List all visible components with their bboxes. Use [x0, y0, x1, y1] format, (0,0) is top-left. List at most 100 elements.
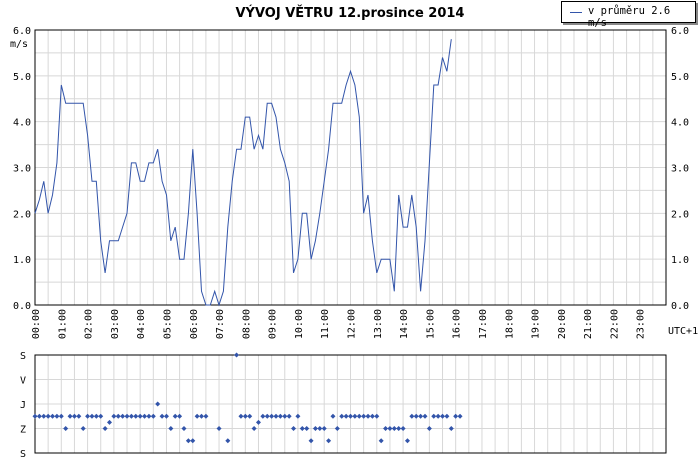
direction-y-labels: S V J Z S: [20, 351, 26, 460]
direction-point: [299, 426, 305, 431]
direction-point: [238, 413, 244, 419]
direction-point: [150, 413, 156, 419]
direction-point: [71, 413, 77, 419]
direction-point: [374, 413, 380, 419]
direction-point: [352, 413, 358, 419]
x-tick-label: 03:00: [110, 309, 121, 339]
direction-point: [308, 438, 314, 444]
direction-point: [343, 413, 349, 419]
direction-point: [277, 413, 283, 419]
x-tick-label: 02:00: [84, 309, 95, 339]
y-tick-label-left: 6.0: [13, 26, 31, 37]
direction-category-label: S: [20, 449, 26, 460]
x-tick-label: 01:00: [57, 309, 68, 339]
direction-point: [453, 413, 459, 419]
y-tick-label-right: 5.0: [671, 72, 689, 83]
direction-point: [216, 426, 222, 431]
direction-point: [282, 413, 288, 419]
direction-point: [76, 413, 82, 419]
direction-point: [190, 438, 196, 444]
direction-point: [321, 426, 327, 431]
x-tick-label: 16:00: [452, 309, 463, 339]
direction-point: [159, 413, 165, 419]
timezone-label: UTC+1: [668, 326, 698, 337]
direction-point: [106, 419, 112, 425]
direction-point: [41, 413, 47, 419]
direction-point: [146, 413, 152, 419]
x-tick-label: 19:00: [531, 309, 542, 339]
direction-point: [124, 413, 130, 419]
direction-point: [448, 426, 454, 431]
direction-point: [247, 413, 253, 419]
time-x-labels: 00:00 01:00 02:00 03:00 04:00 05:00 06:00 07:00…: [31, 309, 647, 339]
y-tick-label-left: 3.0: [13, 164, 31, 175]
direction-point: [203, 413, 209, 419]
direction-point: [89, 413, 95, 419]
y-tick-label-left: 2.0: [13, 209, 31, 220]
direction-point: [273, 413, 279, 419]
direction-point: [387, 426, 393, 431]
direction-point: [291, 426, 297, 431]
direction-point: [85, 413, 91, 419]
direction-point: [98, 413, 104, 419]
x-tick-label: 17:00: [478, 309, 489, 339]
legend: v průměru 2.6 m/s: [561, 1, 696, 29]
direction-point: [326, 438, 332, 444]
direction-category-label: S: [20, 351, 26, 362]
direction-point: [286, 413, 292, 419]
y-tick-label-right: 6.0: [671, 26, 689, 37]
direction-point: [317, 426, 323, 431]
direction-point: [413, 413, 419, 419]
y-tick-label-right: 1.0: [671, 255, 689, 266]
direction-point: [348, 413, 353, 419]
direction-point: [383, 426, 389, 431]
direction-category-label: Z: [20, 425, 26, 436]
direction-point: [255, 419, 261, 425]
direction-point: [391, 426, 397, 431]
direction-point: [426, 426, 432, 431]
unit-label: m/s: [10, 39, 28, 50]
wind-direction-points: [32, 352, 463, 444]
direction-point: [361, 413, 367, 419]
direction-point: [128, 413, 134, 419]
direction-point: [356, 413, 362, 419]
y-tick-label-right: 0.0: [671, 301, 689, 312]
direction-point: [365, 413, 371, 419]
direction-point: [168, 426, 174, 431]
direction-point: [242, 413, 248, 419]
direction-point: [181, 426, 187, 431]
direction-point: [312, 426, 318, 431]
y-tick-label-right: 3.0: [671, 164, 689, 175]
direction-point: [264, 413, 270, 419]
direction-point: [120, 413, 126, 419]
direction-point: [199, 413, 205, 419]
x-tick-label: 20:00: [557, 309, 568, 339]
direction-point: [45, 413, 51, 419]
x-tick-label: 22:00: [609, 309, 620, 339]
direction-point: [102, 426, 108, 431]
speed-y-labels-right: 0.0 1.0 2.0 3.0 4.0 5.0 6.0: [671, 26, 689, 312]
direction-point: [80, 426, 86, 431]
direction-point: [339, 413, 345, 419]
direction-point: [378, 438, 384, 444]
direction-point: [185, 438, 191, 444]
legend-average-label: v průměru 2.6 m/s: [588, 5, 671, 29]
direction-grid: [34, 354, 667, 454]
direction-point: [422, 413, 428, 419]
direction-point: [194, 413, 200, 419]
legend-line-swatch: [570, 12, 582, 13]
x-tick-label: 15:00: [425, 309, 436, 339]
direction-point: [409, 413, 415, 419]
speed-plot-frame: [34, 29, 667, 306]
direction-point: [431, 413, 437, 419]
x-tick-label: 00:00: [31, 309, 42, 339]
direction-category-label: V: [20, 376, 26, 387]
direction-point: [93, 413, 99, 419]
direction-point: [50, 413, 56, 419]
direction-point: [133, 413, 139, 419]
direction-point: [115, 413, 121, 419]
direction-point: [58, 413, 64, 419]
y-tick-label-left: 5.0: [13, 72, 31, 83]
direction-point: [440, 413, 446, 419]
